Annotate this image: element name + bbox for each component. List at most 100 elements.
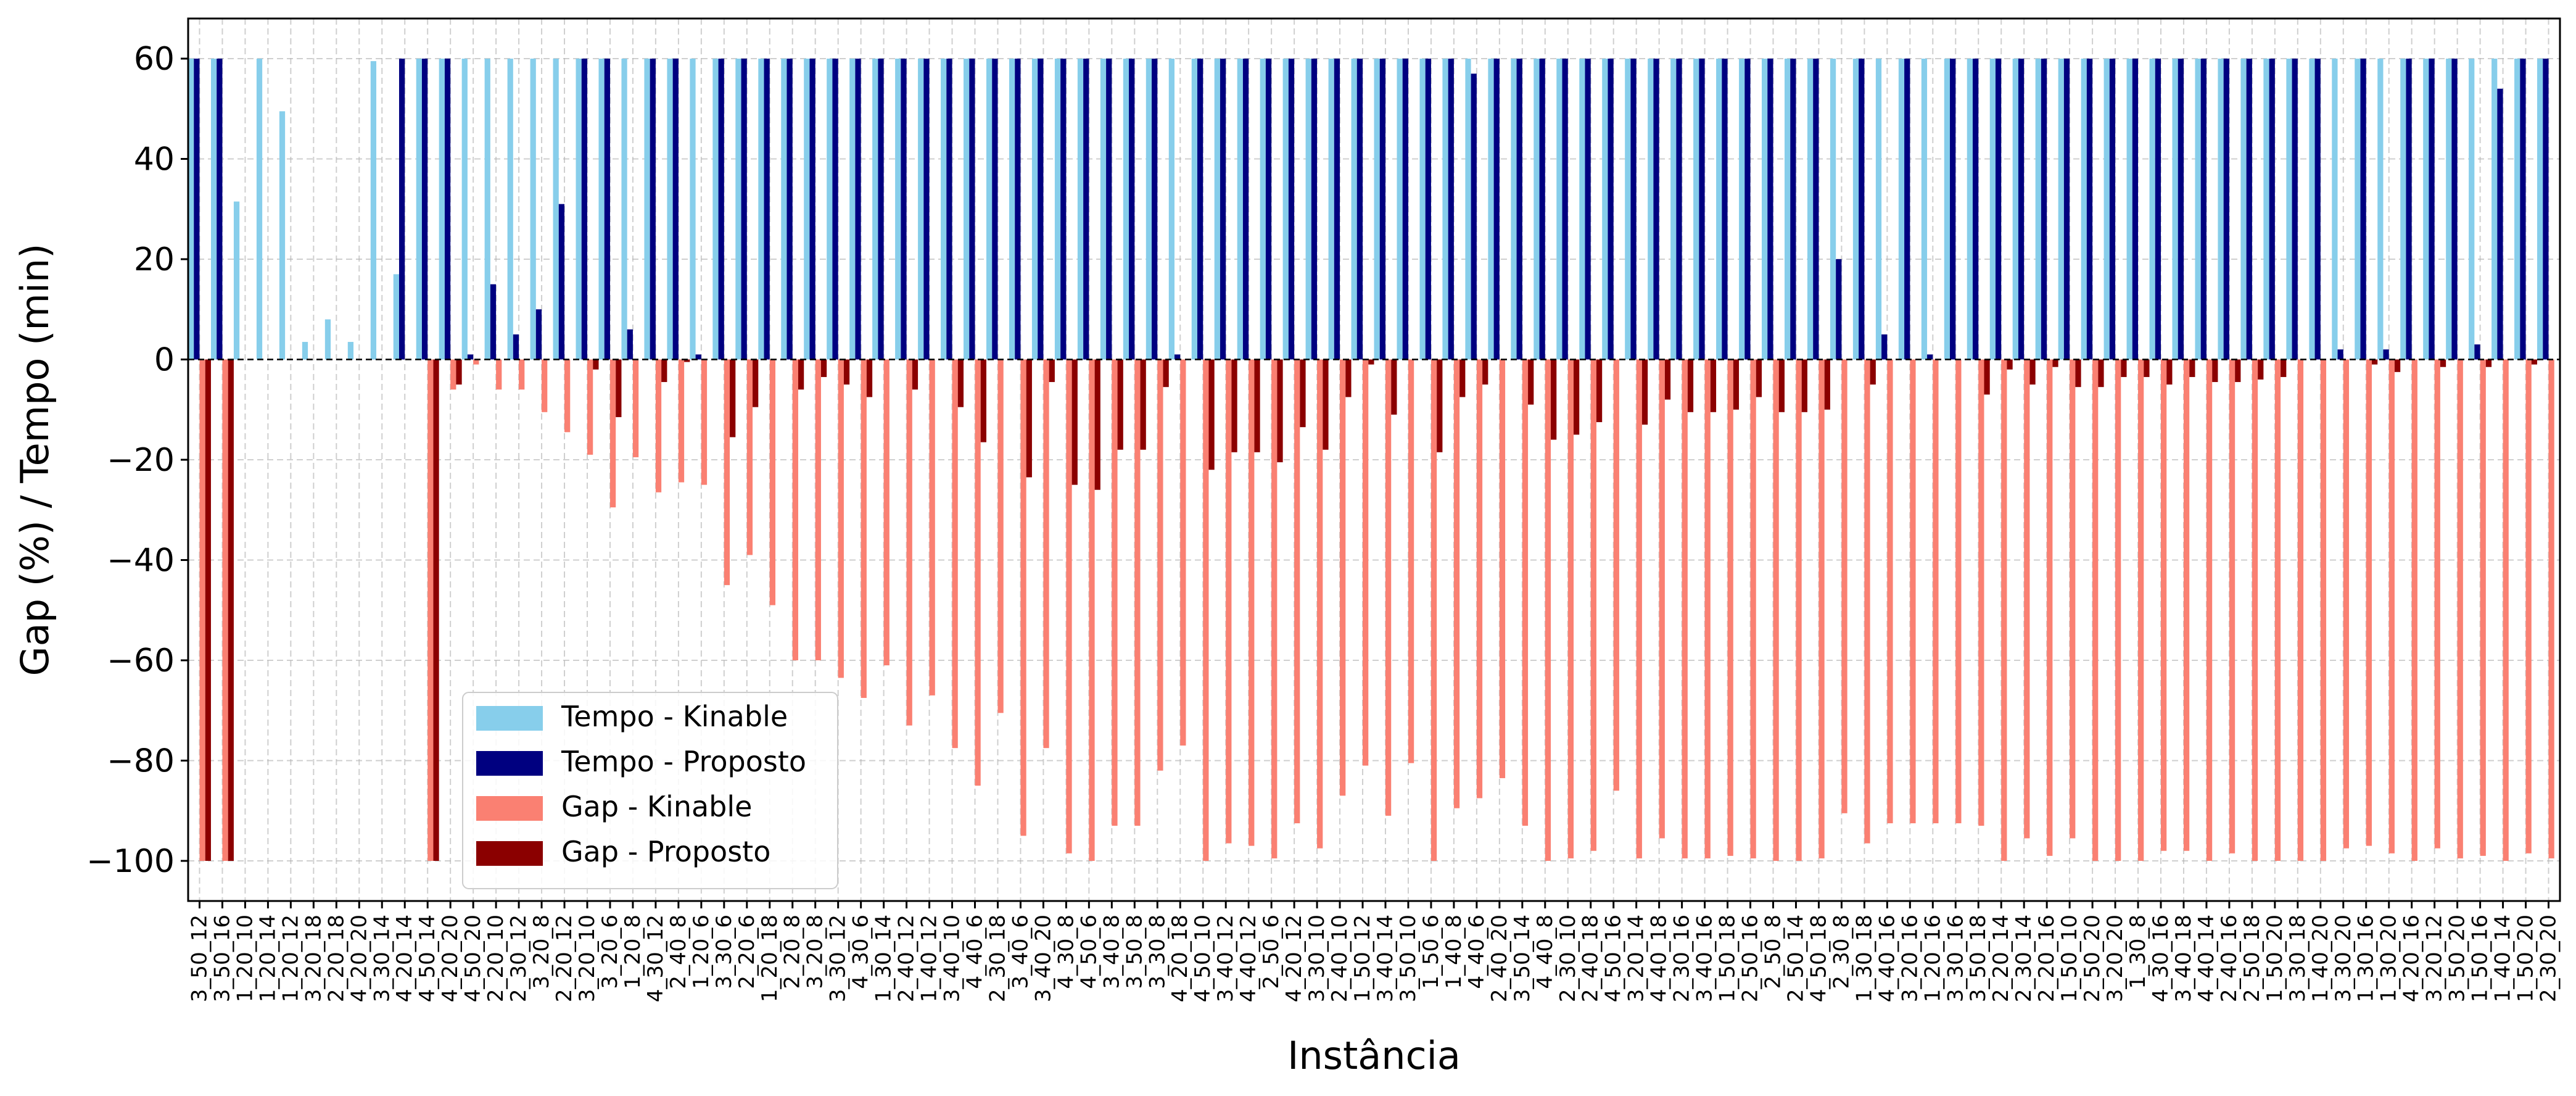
bar-tempo-proposto bbox=[467, 354, 474, 360]
bar-tempo-proposto bbox=[786, 59, 793, 360]
y-tick-label: −40 bbox=[107, 542, 175, 579]
bar-tempo-proposto bbox=[992, 59, 998, 360]
bar-tempo-proposto bbox=[741, 59, 747, 360]
bar-gap-kinable bbox=[199, 359, 205, 861]
bar-gap-kinable bbox=[427, 359, 434, 861]
bar-tempo-proposto bbox=[1562, 59, 1568, 360]
legend-swatch bbox=[476, 751, 543, 776]
bar-gap-proposto bbox=[798, 359, 804, 390]
bar-tempo-kinable bbox=[1488, 59, 1494, 360]
bar-tempo-kinable bbox=[849, 59, 856, 360]
bar-tempo-proposto bbox=[1015, 59, 1021, 360]
bar-tempo-proposto bbox=[1425, 59, 1431, 360]
bar-gap-kinable bbox=[632, 359, 639, 457]
bar-gap-proposto bbox=[1163, 359, 1169, 388]
bar-gap-proposto bbox=[1459, 359, 1466, 397]
bar-gap-proposto bbox=[593, 359, 599, 370]
x-tick-label: 1_50_6 bbox=[1419, 915, 1443, 989]
bar-tempo-proposto bbox=[2223, 59, 2229, 360]
x-tick-label: 1_20_18 bbox=[758, 915, 782, 1002]
bar-gap-kinable bbox=[1089, 359, 1095, 861]
bar-gap-proposto bbox=[2166, 359, 2173, 385]
bar-tempo-proposto bbox=[2474, 344, 2480, 360]
bar-gap-kinable bbox=[1613, 359, 1619, 791]
x-tick-label: 3_50_18 bbox=[1966, 915, 1991, 1002]
y-tick-label: −80 bbox=[107, 743, 175, 780]
x-tick-label: 3_40_6 bbox=[1008, 915, 1033, 989]
bar-tempo-proposto bbox=[946, 59, 952, 360]
bar-gap-kinable bbox=[1864, 359, 1870, 844]
bar-gap-kinable bbox=[496, 359, 502, 390]
bar-gap-kinable bbox=[1180, 359, 1186, 746]
bar-tempo-kinable bbox=[1054, 59, 1061, 360]
bar-tempo-kinable bbox=[2058, 59, 2064, 360]
x-tick-label: 2_50_18 bbox=[2240, 915, 2264, 1002]
bar-tempo-kinable bbox=[1989, 59, 1996, 360]
bar-tempo-proposto bbox=[809, 59, 815, 360]
bar-gap-kinable bbox=[2457, 359, 2463, 858]
bar-tempo-kinable bbox=[347, 342, 354, 360]
bar-gap-kinable bbox=[2548, 359, 2554, 858]
bar-gap-proposto bbox=[957, 359, 964, 407]
bar-gap-kinable bbox=[1590, 359, 1596, 851]
bar-gap-kinable bbox=[1385, 359, 1392, 816]
bar-tempo-proposto bbox=[1881, 334, 1888, 360]
bar-tempo-kinable bbox=[2195, 59, 2201, 360]
bar-tempo-kinable bbox=[644, 59, 650, 360]
bar-tempo-kinable bbox=[1305, 59, 1311, 360]
x-tick-label: 2_50_20 bbox=[2080, 915, 2105, 1002]
y-tick-label: 40 bbox=[134, 141, 175, 178]
bar-tempo-proposto bbox=[444, 59, 451, 360]
bar-gap-kinable bbox=[1066, 359, 1072, 853]
x-tick-label: 3_30_6 bbox=[712, 915, 737, 989]
x-tick-label: 4_20_14 bbox=[392, 915, 417, 1002]
bar-gap-kinable bbox=[2138, 359, 2144, 861]
x-tick-label: 3_30_18 bbox=[2285, 915, 2310, 1002]
bar-gap-kinable bbox=[1750, 359, 1756, 858]
x-tick-label: 4_20_20 bbox=[438, 915, 463, 1002]
bar-gap-proposto bbox=[1391, 359, 1397, 415]
bar-tempo-kinable bbox=[1784, 59, 1791, 360]
bar-gap-kinable bbox=[1682, 359, 1688, 858]
bar-gap-kinable bbox=[1636, 359, 1642, 858]
x-tick-label: 2_30_18 bbox=[985, 915, 1010, 1002]
bar-tempo-kinable bbox=[2355, 59, 2361, 360]
bar-tempo-kinable bbox=[598, 59, 605, 360]
x-tick-label: 2_30_12 bbox=[506, 915, 531, 1002]
bar-tempo-proposto bbox=[581, 59, 587, 360]
bar-gap-proposto bbox=[1528, 359, 1534, 405]
x-tick-label: 3_30_16 bbox=[1943, 915, 1968, 1002]
bar-tempo-proposto bbox=[1060, 59, 1067, 360]
bar-gap-kinable bbox=[975, 359, 981, 786]
bar-tempo-proposto bbox=[627, 329, 633, 360]
bar-gap-proposto bbox=[2371, 359, 2378, 365]
x-tick-label: 2_20_6 bbox=[735, 915, 759, 989]
bar-tempo-kinable bbox=[2263, 59, 2269, 360]
bar-tempo-proposto bbox=[1265, 59, 1272, 360]
bar-gap-kinable bbox=[2001, 359, 2007, 861]
bar-gap-proposto bbox=[1437, 359, 1443, 452]
bar-tempo-kinable bbox=[1534, 59, 1540, 360]
bar-gap-kinable bbox=[2525, 359, 2532, 853]
bar-tempo-kinable bbox=[1852, 59, 1859, 360]
x-tick-label: 3_20_12 bbox=[2422, 915, 2447, 1002]
bar-tempo-kinable bbox=[188, 59, 194, 360]
bar-gap-kinable bbox=[1796, 359, 1802, 861]
bar-tempo-kinable bbox=[1739, 59, 1745, 360]
x-tick-label: 3_50_12 bbox=[187, 915, 212, 1002]
bar-gap-proposto bbox=[2098, 359, 2104, 388]
bar-gap-kinable bbox=[2411, 359, 2417, 861]
x-tick-label: 2_20_8 bbox=[780, 915, 805, 989]
bar-gap-proposto bbox=[753, 359, 759, 407]
bar-gap-kinable bbox=[1499, 359, 1506, 778]
bar-tempo-kinable bbox=[1716, 59, 1722, 360]
x-tick-label: 3_20_18 bbox=[301, 915, 326, 1002]
bar-gap-proposto bbox=[1641, 359, 1648, 425]
bar-tempo-proposto bbox=[2497, 88, 2503, 360]
x-tick-label: 4_40_14 bbox=[2194, 915, 2219, 1002]
y-tick-label: −20 bbox=[107, 442, 175, 479]
x-tick-label: 3_40_20 bbox=[1031, 915, 1055, 1002]
x-tick-label: 2_20_18 bbox=[324, 915, 349, 1002]
bar-tempo-proposto bbox=[2360, 59, 2366, 360]
